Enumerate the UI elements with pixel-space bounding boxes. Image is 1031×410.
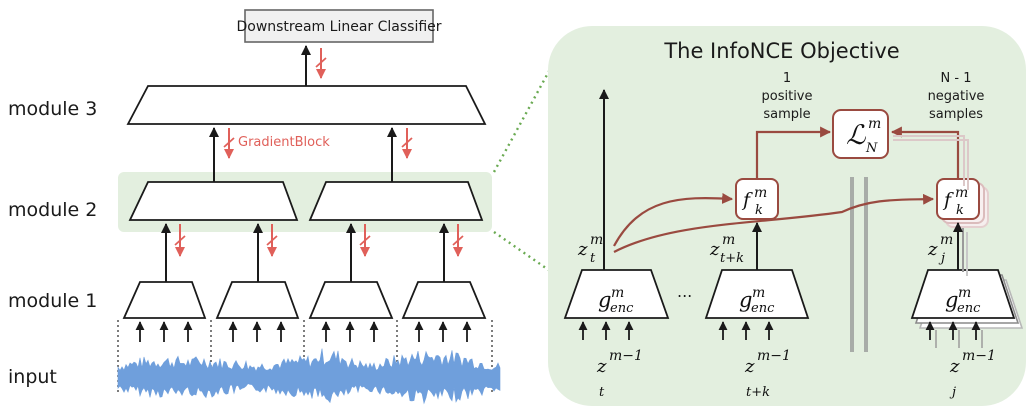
svg-text:m: m (958, 285, 971, 301)
encoder-j-stack (910, 269, 1024, 329)
svg-text:m: m (722, 232, 735, 248)
f-box-negative-stack: f m k (936, 178, 989, 228)
positive-sample-label: 1 positive sample (762, 71, 813, 122)
z-label-j: z m j (927, 232, 953, 266)
svg-text:f: f (741, 189, 753, 211)
classifier-label: Downstream Linear Classifier (236, 19, 441, 35)
infonce-connections (613, 126, 960, 253)
svg-text:g: g (598, 288, 611, 312)
svg-text:z: z (596, 356, 607, 377)
downstream-classifier-box: Downstream Linear Classifier (236, 9, 442, 43)
gradient-block-label: GradientBlock (238, 135, 330, 150)
module1-trapezoid-3 (308, 281, 394, 319)
svg-text:N: N (865, 141, 878, 156)
encoder-label-j: g m enc (945, 285, 981, 316)
encoder-t (563, 269, 670, 319)
svg-text:g: g (739, 288, 752, 312)
svg-text:ℒ: ℒ (846, 120, 866, 151)
svg-text:N - 1: N - 1 (941, 71, 972, 86)
svg-text:negative: negative (928, 89, 985, 104)
svg-text:enc: enc (610, 301, 634, 316)
svg-text:f: f (942, 189, 954, 211)
z-label-t: z m t (577, 232, 603, 266)
module1-trapezoid-4 (401, 281, 487, 319)
svg-text:samples: samples (929, 107, 983, 122)
z-input-label-tk: z m−1 t+k (744, 348, 791, 400)
svg-text:m: m (940, 232, 953, 248)
svg-text:z: z (577, 239, 588, 260)
svg-text:m−1: m−1 (609, 348, 643, 364)
module1-trapezoid-1 (122, 281, 207, 319)
svg-text:m−1: m−1 (757, 348, 791, 364)
f-box-positive: f m k (735, 178, 779, 220)
infonce-title: The InfoNCE Objective (663, 39, 899, 63)
encoder-input-shadow-arrows (935, 330, 983, 348)
module2-trapezoid-left (128, 181, 299, 221)
negative-shadow-lines (893, 135, 969, 190)
svg-text:m: m (868, 116, 881, 132)
negative-samples-label: N - 1 negative samples (928, 71, 985, 122)
label-module-3: module 3 (8, 98, 97, 120)
svg-text:g: g (945, 288, 958, 312)
z-input-label-t: z m−1 t (596, 348, 643, 400)
svg-text:m: m (590, 232, 603, 248)
module3-trapezoid (126, 85, 487, 125)
svg-text:positive: positive (762, 89, 813, 104)
svg-text:enc: enc (957, 301, 981, 316)
svg-text:1: 1 (783, 71, 791, 86)
z-input-label-j: z m−1 j (949, 348, 996, 400)
svg-text:j: j (949, 385, 956, 400)
svg-text:z: z (927, 239, 938, 260)
svg-text:k: k (755, 203, 763, 218)
svg-text:m: m (611, 285, 624, 301)
encoder-label-tk: g m enc (739, 285, 775, 316)
svg-text:m: m (752, 285, 765, 301)
module2-trapezoid-right (308, 181, 484, 221)
ellipsis: ... (677, 282, 692, 301)
svg-text:t+k: t+k (746, 385, 770, 400)
input-arrows (135, 321, 472, 342)
module1-to-module2-arrows (161, 223, 464, 282)
svg-text:m−1: m−1 (962, 348, 996, 364)
encoder-input-arrows (578, 321, 981, 340)
arrow-zj-to-f (953, 222, 968, 276)
svg-text:sample: sample (763, 107, 810, 122)
svg-text:t+k: t+k (720, 251, 744, 266)
label-module-2: module 2 (8, 199, 97, 221)
label-module-1: module 1 (8, 290, 97, 312)
svg-text:t: t (599, 385, 605, 400)
encoder-label-t: g m enc (598, 285, 634, 316)
svg-text:m: m (955, 185, 968, 201)
module1-trapezoid-2 (215, 281, 300, 319)
svg-text:m: m (754, 185, 767, 201)
svg-text:k: k (956, 203, 964, 218)
audio-waveform (117, 348, 501, 405)
z-label-tk: z m t+k (709, 232, 744, 266)
svg-text:t: t (590, 251, 596, 266)
svg-text:enc: enc (751, 301, 775, 316)
svg-text:z: z (949, 356, 960, 377)
svg-text:z: z (744, 356, 755, 377)
loss-box: ℒ m N (832, 109, 889, 159)
svg-text:j: j (938, 251, 945, 266)
infonce-panel (548, 26, 1026, 406)
label-input: input (8, 366, 57, 388)
encoder-tk (704, 269, 810, 319)
svg-text:z: z (709, 239, 720, 260)
connector-top (492, 39, 568, 173)
